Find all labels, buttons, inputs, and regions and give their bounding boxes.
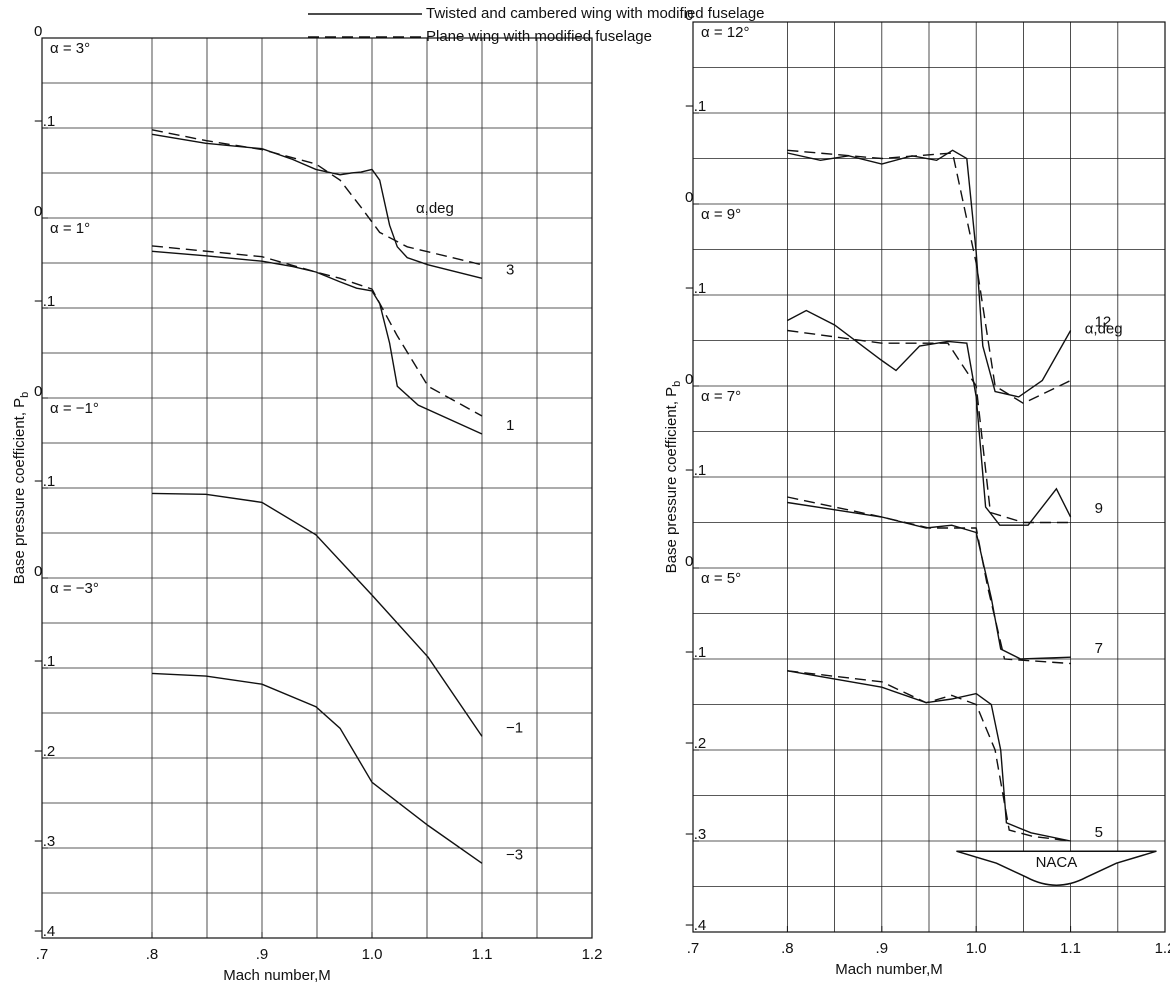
y-tick-label: 0 — [685, 553, 693, 570]
x-tick-label: .8 — [781, 940, 794, 957]
x-tick-label: 1.1 — [1060, 940, 1081, 957]
curve-label: 12 — [1095, 313, 1112, 330]
curve-label: 1 — [506, 417, 514, 434]
y-tick-label: 0 — [34, 563, 42, 580]
x-tick-label: 1.2 — [582, 946, 603, 963]
chart-panel: 0 −.1 0 −.1 0 −.1 0 −.1 −.2 −.3 −.4 .7 .8 .9 1.0 1.1 1.2… — [663, 7, 1170, 978]
alpha-label: α = 1° — [50, 220, 90, 237]
y-tick-label: −.3 — [34, 833, 55, 850]
curve-label: 7 — [1095, 640, 1103, 657]
x-tick-label: .7 — [36, 946, 49, 963]
curve — [151, 672, 483, 864]
y-axis-label-sub: b — [671, 381, 683, 387]
curve — [787, 149, 1072, 398]
alpha-label: α = 3° — [50, 40, 90, 57]
curve-label: −3 — [506, 846, 523, 863]
curve-label: 5 — [1095, 824, 1103, 841]
curve — [787, 309, 1072, 526]
y-tick-label: −.1 — [34, 473, 55, 490]
legend-label: Twisted and cambered wing with modified … — [426, 5, 765, 22]
curve — [787, 670, 1071, 842]
y-axis-label-main: Base pressure coefficient, P — [663, 387, 680, 574]
curve — [787, 670, 1071, 842]
chart-panel: 0 −.1 0 −.1 0 −.1 0 −.1 −.2 −.3 −.4 .7 .8 .9 1.0 1.1 1.2… — [11, 23, 602, 984]
curve — [787, 496, 1071, 665]
curve — [787, 149, 1071, 405]
curve — [151, 129, 483, 266]
y-tick-label: 0 — [685, 7, 693, 24]
y-tick-label: −.4 — [685, 917, 706, 934]
y-tick-label: −.1 — [34, 653, 55, 670]
y-tick-label: −.2 — [34, 743, 55, 760]
logo-text: NACA — [1036, 854, 1078, 871]
x-tick-label: .7 — [687, 940, 700, 957]
y-axis-label-main: Base pressure coefficient, P — [11, 398, 28, 585]
x-axis-label: Mach number,M — [835, 961, 943, 978]
legend-label: Plane wing with modified fuselage — [426, 28, 652, 45]
alpha-label: α = −3° — [50, 580, 99, 597]
y-axis-label-sub: b — [19, 392, 31, 398]
y-tick-label: −.4 — [34, 923, 55, 940]
curve-label: 3 — [506, 261, 514, 278]
alpha-label: α = 7° — [701, 388, 741, 405]
alpha-label: α = −1° — [50, 400, 99, 417]
y-tick-label: −.1 — [685, 280, 706, 297]
x-tick-label: .9 — [256, 946, 269, 963]
y-tick-label: −.3 — [685, 826, 706, 843]
y-tick-label: 0 — [685, 189, 693, 206]
x-tick-label: .9 — [876, 940, 889, 957]
annotation: α,deg — [1085, 321, 1123, 338]
x-tick-label: 1.0 — [362, 946, 383, 963]
x-tick-label: 1.0 — [966, 940, 987, 957]
annotation: α,deg — [416, 200, 454, 217]
y-tick-label: −.1 — [34, 113, 55, 130]
x-axis-label: Mach number,M — [223, 967, 331, 984]
curve-label: 9 — [1095, 500, 1103, 517]
y-tick-label: −.1 — [34, 293, 55, 310]
curve — [151, 245, 483, 417]
y-axis-label: Base pressure coefficient, Pb — [11, 392, 31, 585]
alpha-label: α = 5° — [701, 570, 741, 587]
y-axis-label: Base pressure coefficient, Pb — [663, 381, 683, 574]
x-tick-label: 1.1 — [472, 946, 493, 963]
y-tick-label: 0 — [34, 203, 42, 220]
curve — [787, 329, 1071, 524]
x-tick-label: 1.2 — [1155, 940, 1170, 957]
alpha-label: α = 12° — [701, 24, 749, 41]
y-tick-label: 0 — [34, 23, 42, 40]
alpha-label: α = 9° — [701, 206, 741, 223]
curve-label: −1 — [506, 719, 523, 736]
curve — [151, 250, 483, 435]
curve — [151, 492, 483, 737]
y-tick-label: −.1 — [685, 644, 706, 661]
y-tick-label: 0 — [34, 383, 42, 400]
y-tick-label: 0 — [685, 371, 693, 388]
x-tick-label: .8 — [146, 946, 159, 963]
logo-wing — [956, 850, 1157, 886]
y-tick-label: −.2 — [685, 735, 706, 752]
y-tick-label: −.1 — [685, 98, 706, 115]
y-tick-label: −.1 — [685, 462, 706, 479]
